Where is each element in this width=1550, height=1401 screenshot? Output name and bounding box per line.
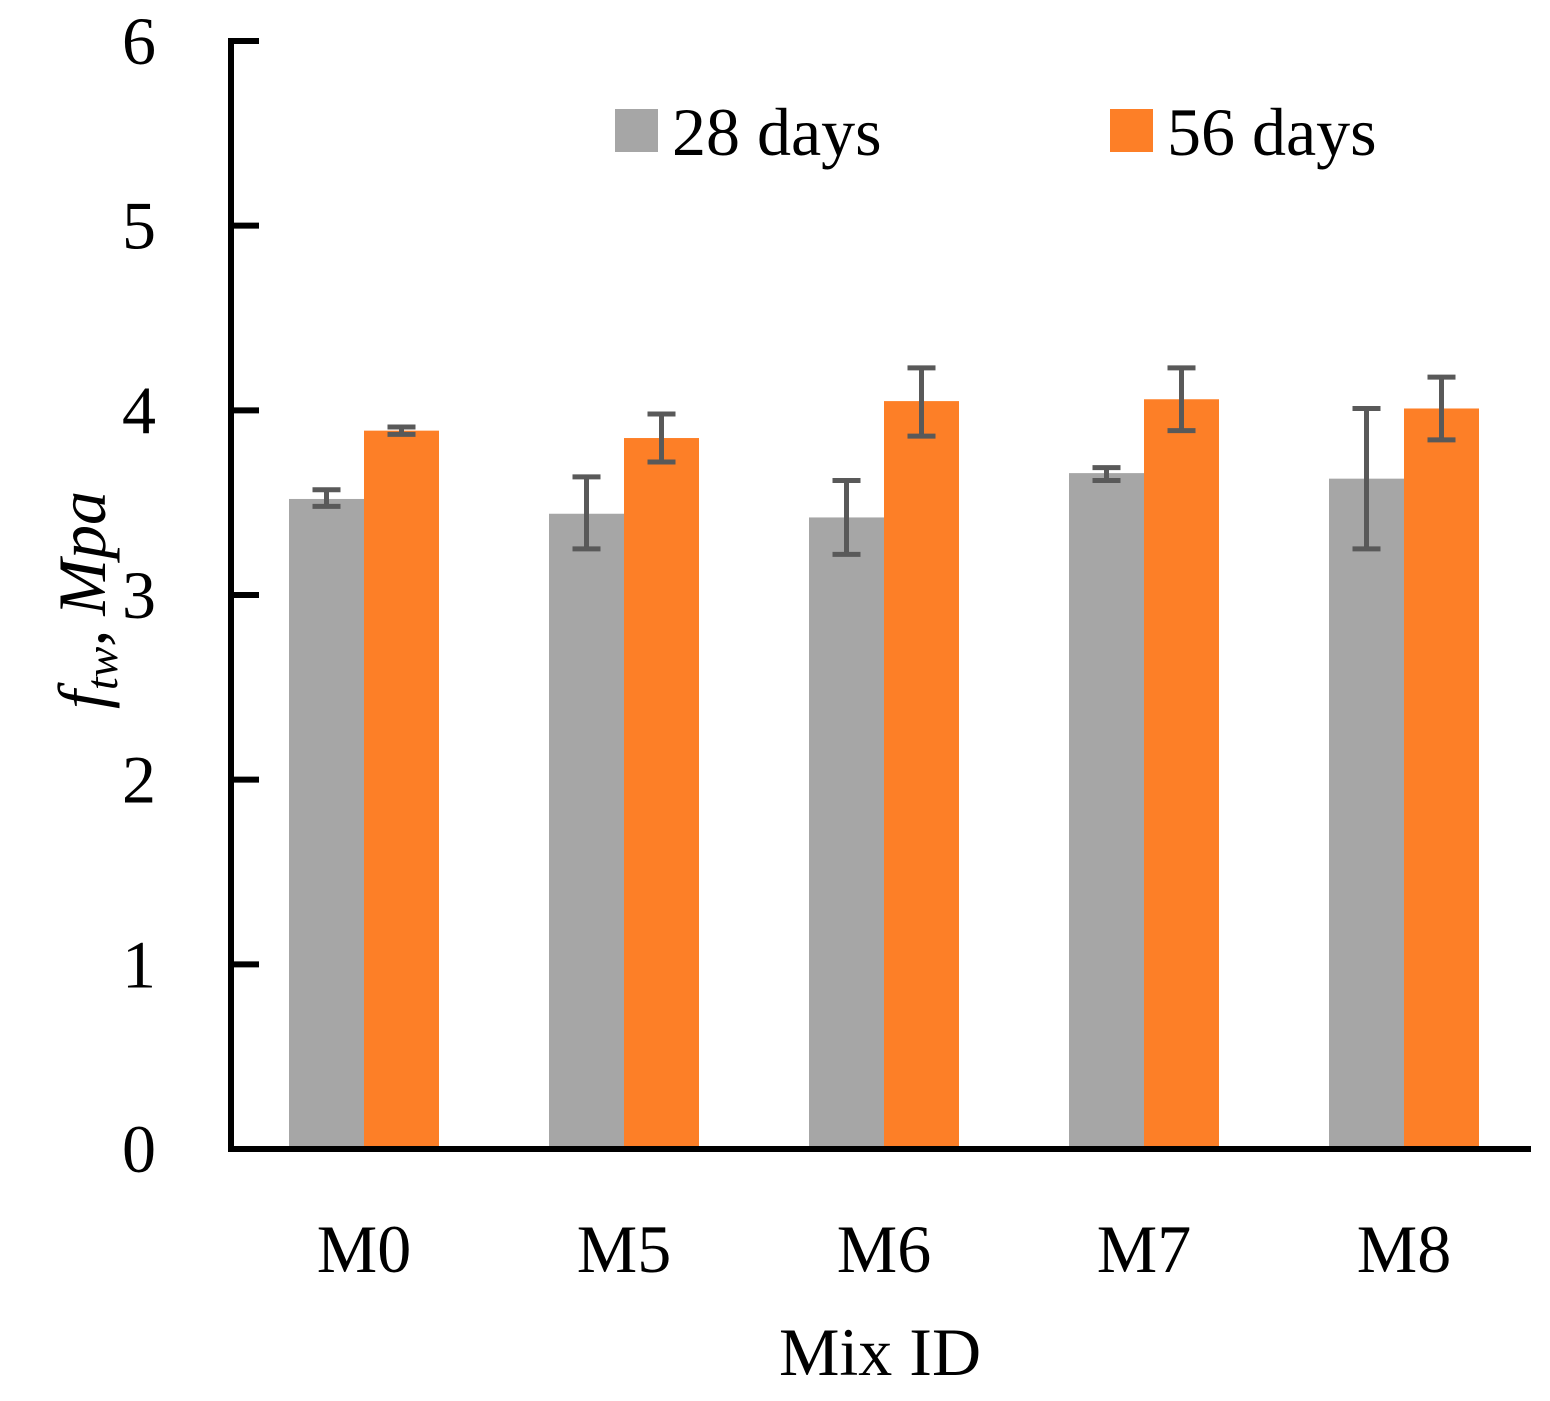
y-tick-label: 2 — [122, 742, 156, 818]
y-tick-label: 6 — [122, 3, 156, 79]
x-tick-labels: M0 M5 M6 M7 M8 — [317, 1211, 1451, 1287]
error-bar-m8-56-days — [1427, 374, 1456, 443]
series-56-days-bars — [364, 399, 1479, 1150]
error-bar-m6-28-days — [832, 478, 861, 557]
error-bar-m0-28-days — [312, 487, 341, 509]
bar-m8-56-days — [1404, 408, 1479, 1149]
bar-m5-28-days — [549, 513, 624, 1149]
bar-m7-28-days — [1069, 473, 1144, 1149]
y-tick-label: 3 — [122, 557, 156, 633]
x-tick-label-m6: M6 — [837, 1211, 931, 1287]
x-tick-label-m7: M7 — [1097, 1211, 1191, 1287]
legend-swatch-28-days — [615, 109, 658, 152]
bar-m5-56-days — [624, 438, 699, 1149]
bar-m6-56-days — [884, 401, 959, 1150]
y-ticks: 0 1 2 3 4 5 6 — [122, 3, 259, 1187]
y-tick-label: 1 — [122, 926, 156, 1002]
error-bar-m8-28-days — [1352, 405, 1381, 552]
bar-m6-28-days — [809, 517, 884, 1149]
legend-label-28-days: 28 days — [672, 94, 882, 170]
error-bar-m0-56-days — [387, 424, 416, 437]
bar-m0-28-days — [289, 498, 364, 1149]
error-bar-m6-56-days — [907, 365, 936, 439]
legend-label-56-days: 56 days — [1167, 94, 1377, 170]
legend-swatch-56-days — [1110, 109, 1153, 152]
y-axis-subscript: tw — [76, 646, 127, 690]
error-bar-m7-56-days — [1167, 365, 1196, 434]
y-axis-unit: Mpa — [44, 491, 120, 617]
y-tick-label: 4 — [122, 372, 156, 448]
bar-m7-56-days — [1144, 399, 1219, 1150]
x-tick-label-m5: M5 — [577, 1211, 671, 1287]
error-bars — [312, 365, 1456, 557]
error-bar-m5-56-days — [647, 411, 676, 465]
y-tick-label: 5 — [122, 188, 156, 264]
x-tick-label-m0: M0 — [317, 1211, 411, 1287]
legend: 28 days 56 days — [615, 94, 1377, 170]
y-axis-separator: , — [44, 630, 120, 647]
y-axis-title: ftw,Mpa — [44, 491, 127, 709]
series-28-days-bars — [289, 473, 1404, 1149]
x-tick-label-m8: M8 — [1357, 1211, 1451, 1287]
error-bar-m5-28-days — [572, 474, 601, 552]
x-axis-title: Mix ID — [779, 1314, 981, 1390]
bar-m8-28-days — [1329, 478, 1404, 1149]
y-tick-label: 0 — [122, 1111, 156, 1187]
error-bar-m7-28-days — [1092, 465, 1121, 484]
bar-m0-56-days — [364, 430, 439, 1149]
